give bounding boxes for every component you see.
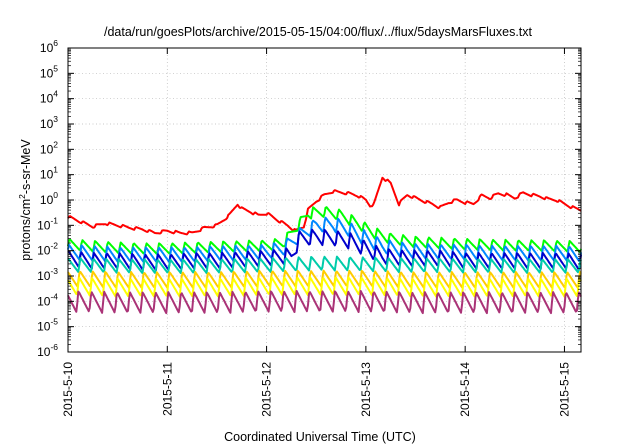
series-line xyxy=(67,176,582,236)
y-axis-label-sup: 2 xyxy=(17,194,27,199)
series-line xyxy=(67,216,582,264)
y-tick-label-base: 10 xyxy=(37,320,51,334)
series-line xyxy=(67,228,582,272)
y-tick-label: 10-1 xyxy=(37,215,58,232)
y-tick-label-base: 10 xyxy=(40,168,54,182)
y-tick-label-base: 10 xyxy=(40,142,54,156)
chart-title: /data/run/goesPlots/archive/2015-05-15/0… xyxy=(104,25,533,39)
y-tick-label-base: 10 xyxy=(37,218,51,232)
x-tick-label: 2015-5-15 xyxy=(557,362,571,417)
y-tick-label: 10-6 xyxy=(37,342,58,359)
y-tick-label: 101 xyxy=(40,165,58,182)
y-tick-label-exponent: 4 xyxy=(53,89,58,99)
y-tick-label-exponent: -2 xyxy=(50,241,58,251)
y-tick-label: 10-3 xyxy=(37,266,58,283)
y-tick-label-base: 10 xyxy=(37,294,51,308)
y-tick-label-exponent: 1 xyxy=(53,165,58,175)
y-tick-label-exponent: 6 xyxy=(53,38,58,48)
y-tick-label: 105 xyxy=(40,63,58,80)
y-tick-label-exponent: -5 xyxy=(50,317,58,327)
y-tick-label-exponent: -6 xyxy=(50,342,58,352)
y-tick-label-exponent: 0 xyxy=(53,190,58,200)
series-layer xyxy=(67,176,582,315)
y-tick-label-exponent: -3 xyxy=(50,266,58,276)
y-tick-label-base: 10 xyxy=(40,66,54,80)
y-tick-label-base: 10 xyxy=(40,41,54,55)
series-line xyxy=(67,206,582,255)
y-tick-label: 100 xyxy=(40,190,58,207)
x-tick-label: 2015-5-11 xyxy=(160,362,174,416)
x-tick-label: 2015-5-12 xyxy=(260,362,274,417)
y-tick-label-exponent: 5 xyxy=(53,63,58,73)
y-tick-label: 106 xyxy=(40,38,58,55)
y-tick-label-base: 10 xyxy=(37,345,51,359)
y-tick-label: 104 xyxy=(40,89,58,106)
y-tick-label: 10-4 xyxy=(37,291,58,308)
y-tick-label-exponent: 3 xyxy=(53,114,58,124)
grid xyxy=(68,48,581,352)
x-axis: 2015-5-10 2015-5-11 2015-5-12 2015-5-13 2015… xyxy=(61,48,571,417)
x-tick-label: 2015-5-10 xyxy=(61,362,75,417)
y-tick-label-base: 10 xyxy=(37,244,51,258)
x-axis-label: Coordinated Universal Time (UTC) xyxy=(224,430,416,444)
y-tick-label-exponent: 2 xyxy=(53,139,58,149)
y-tick-label: 103 xyxy=(40,114,58,131)
y-tick-label-base: 10 xyxy=(40,117,54,131)
x-tick-label: 2015-5-13 xyxy=(359,362,373,417)
series-line xyxy=(67,255,582,275)
y-axis-label-suffix: -s-sr-MeV xyxy=(19,139,33,195)
y-axis: 10-610-510-410-310-210-11001011021031041… xyxy=(37,38,581,359)
y-tick-label: 102 xyxy=(40,139,58,156)
y-axis-label-prefix: protons/cm xyxy=(19,199,33,261)
y-tick-label-base: 10 xyxy=(40,193,54,207)
y-axis-label: protons/cm2-s-sr-MeV xyxy=(17,139,33,261)
y-tick-label-base: 10 xyxy=(37,269,51,283)
y-tick-label-exponent: -4 xyxy=(50,291,58,301)
y-tick-label-base: 10 xyxy=(40,92,54,106)
x-tick-label: 2015-5-14 xyxy=(458,362,472,417)
y-tick-label: 10-2 xyxy=(37,241,58,258)
series-line xyxy=(67,290,582,315)
series-line xyxy=(67,276,582,298)
y-tick-label-exponent: -1 xyxy=(50,215,58,225)
y-tick-label: 10-5 xyxy=(37,317,58,334)
series-line xyxy=(67,269,582,289)
